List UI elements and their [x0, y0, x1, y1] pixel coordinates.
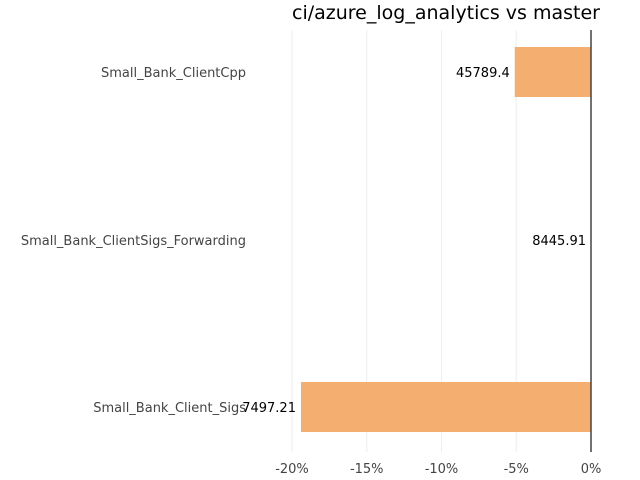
bar — [514, 47, 591, 97]
chart-title: ci/azure_log_analytics vs master — [292, 2, 600, 24]
x-tick-label: -20% — [275, 462, 309, 477]
x-tick-label: -10% — [425, 462, 459, 477]
bars — [300, 47, 591, 432]
x-tick-label: -5% — [504, 462, 529, 477]
data-value-label: 7497.21 — [242, 401, 296, 416]
x-tick-label: -15% — [350, 462, 384, 477]
category-label: Small_Bank_ClientCpp — [101, 66, 246, 81]
data-value-label: 8445.91 — [532, 234, 586, 249]
bar — [300, 382, 591, 432]
x-tick-label: 0% — [581, 462, 602, 477]
category-label: Small_Bank_ClientSigs_Forwarding — [21, 234, 246, 249]
data-value-label: 45789.4 — [456, 66, 510, 81]
gridlines — [291, 30, 517, 452]
category-label: Small_Bank_Client_Sigs — [93, 401, 246, 416]
labels: -20% -15% -10% -5% 0% Small_Bank_ClientCpp 457… — [21, 66, 601, 477]
